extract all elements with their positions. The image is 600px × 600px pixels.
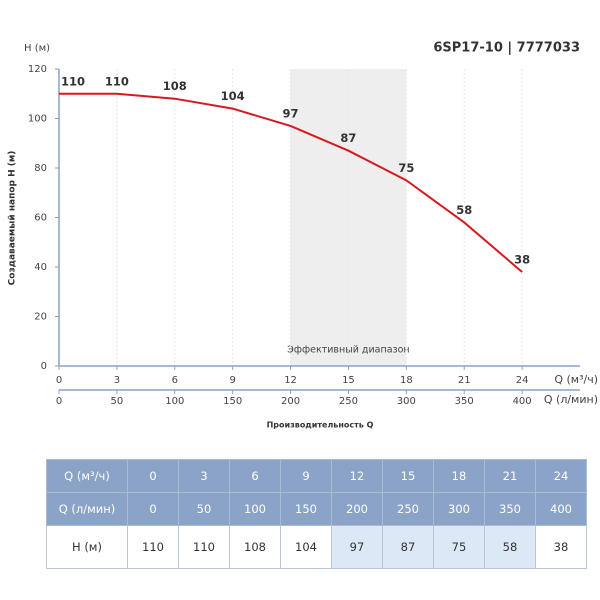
table-cell: Н (м) [46, 525, 128, 569]
table-cell: 24 [535, 459, 587, 493]
x-axis-label: Производительность Q [267, 421, 374, 430]
chart: H (м) 6SP17-10 | 7777033 Создаваемый нап… [8, 41, 599, 430]
table-cell: 350 [484, 492, 536, 526]
x-tick-label: 24 [516, 375, 529, 386]
chart-title: 6SP17-10 | 7777033 [433, 41, 580, 56]
data-label: 108 [163, 79, 187, 93]
table-cell: 97 [331, 525, 383, 569]
table-row: Q (л/мин) 0 50 100 150 200 250 300 350 400 [46, 492, 587, 526]
y-tick-label: 0 [41, 361, 47, 372]
x2-tick-label: 0 [56, 396, 62, 407]
table-cell: 6 [229, 459, 281, 493]
table-cell: 400 [535, 492, 587, 526]
data-label: 87 [340, 131, 356, 145]
table-cell: 104 [280, 525, 332, 569]
data-label: 75 [398, 161, 414, 175]
table-cell: 58 [484, 525, 536, 569]
data-label: 97 [283, 106, 299, 120]
x2-tick-label: 300 [397, 396, 416, 407]
data-label: 58 [456, 203, 472, 217]
table-cell: 15 [382, 459, 434, 493]
data-label: 110 [61, 74, 85, 88]
table-cell: Q (л/мин) [46, 492, 128, 526]
x-tick-label: 21 [458, 375, 471, 386]
y-tick-label: 40 [34, 262, 47, 273]
table-cell: 18 [433, 459, 485, 493]
table-cell: 150 [280, 492, 332, 526]
x-tick-label: 18 [400, 375, 413, 386]
data-table: Q (м³/ч) 0 3 6 9 12 15 18 21 24 Q (л/мин) 0 50 100 150… [46, 459, 587, 569]
y-tick-label: 60 [34, 213, 47, 224]
x2-tick-label: 250 [339, 396, 358, 407]
table-cell: 12 [331, 459, 383, 493]
x-tick-label: 3 [114, 375, 120, 386]
table-cell: 9 [280, 459, 332, 493]
x2-tick-label: 350 [455, 396, 474, 407]
table-cell: 21 [484, 459, 536, 493]
table-cell: 87 [382, 525, 434, 569]
y-tick-label: 100 [28, 114, 47, 125]
table-cell: 108 [229, 525, 281, 569]
y-unit-label: H (м) [24, 43, 50, 54]
table-cell: 3 [178, 459, 230, 493]
y-tick-label: 20 [34, 312, 47, 323]
table-row: Н (м) 110 110 108 104 97 87 75 58 38 [46, 525, 587, 569]
data-label: 104 [221, 89, 245, 103]
data-label: 38 [514, 252, 530, 266]
table-row: Q (м³/ч) 0 3 6 9 12 15 18 21 24 [46, 459, 587, 493]
table-cell: 38 [535, 525, 587, 569]
table-cell: Q (м³/ч) [46, 459, 128, 493]
table-cell: 0 [127, 459, 179, 493]
table-cell: 50 [178, 492, 230, 526]
x2-tick-label: 100 [165, 396, 184, 407]
table-cell: 110 [178, 525, 230, 569]
table-cell: 100 [229, 492, 281, 526]
x-unit-label: Q (м³/ч) [554, 373, 598, 386]
x-tick-label: 9 [229, 375, 235, 386]
x-tick-label: 6 [172, 375, 178, 386]
x-tick-label: 15 [342, 375, 355, 386]
x2-tick-label: 200 [281, 396, 300, 407]
x2-tick-label: 400 [513, 396, 532, 407]
table-cell: 0 [127, 492, 179, 526]
table-cell: 300 [433, 492, 485, 526]
table-cell: 75 [433, 525, 485, 569]
x2-tick-label: 150 [223, 396, 242, 407]
x-tick-label: 12 [284, 375, 297, 386]
x-tick-label: 0 [56, 375, 62, 386]
x2-tick-label: 50 [111, 396, 124, 407]
y-tick-label: 120 [28, 64, 47, 75]
line [59, 92, 523, 273]
x2-unit-label: Q (л/мин) [544, 393, 598, 406]
y-tick-label: 80 [34, 163, 47, 174]
y-axis-label: Создаваемый напор Н (м) [8, 151, 18, 286]
data-label: 110 [105, 74, 129, 88]
table-cell: 200 [331, 492, 383, 526]
table-cell: 250 [382, 492, 434, 526]
table-cell: 110 [127, 525, 179, 569]
